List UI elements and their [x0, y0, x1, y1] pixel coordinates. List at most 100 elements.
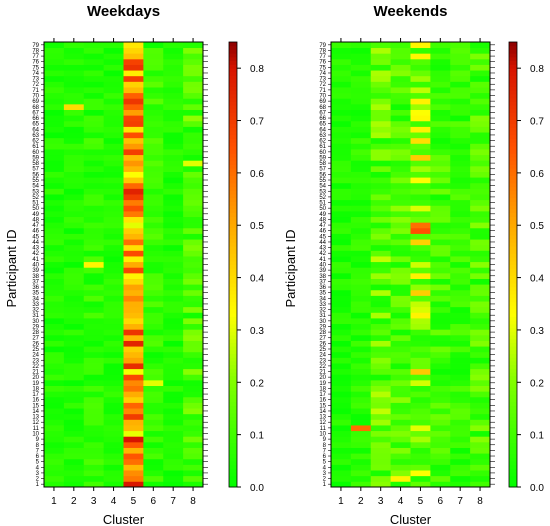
y-tick-label: 75 [319, 65, 326, 71]
colorbar-tick-label: 0.2 [530, 378, 544, 389]
colorbar-segment [229, 479, 237, 484]
heatmap-cell [143, 149, 164, 156]
heatmap-cell [44, 70, 65, 77]
heatmap-cell [390, 98, 411, 105]
heatmap-cell [331, 188, 352, 195]
heatmap-cell [370, 53, 392, 60]
heatmap-cell [44, 109, 65, 116]
heatmap-cell [450, 329, 471, 336]
y-tick-label: 66 [32, 116, 39, 122]
colorbar-segment [509, 171, 517, 176]
colorbar-segment [229, 153, 237, 158]
heatmap-cell [450, 267, 471, 274]
heatmap-cell [183, 391, 204, 398]
y-tick-label: 75 [32, 65, 39, 71]
y-tick-label: 23 [32, 358, 39, 364]
heatmap-cell [123, 289, 144, 296]
heatmap-cell [83, 103, 105, 110]
heatmap-cell [163, 47, 184, 54]
heatmap-cell [350, 81, 372, 88]
heatmap-cell [103, 103, 124, 110]
y-tick-label: 61 [32, 144, 39, 150]
heatmap-cell [183, 413, 204, 420]
heatmap-cell [430, 470, 451, 477]
heatmap-cell [103, 351, 124, 358]
heatmap-cell [410, 351, 431, 358]
heatmap-cell [183, 272, 204, 279]
heatmap-cell [331, 227, 352, 234]
heatmap-cell [390, 312, 411, 319]
heatmap-cell [83, 323, 105, 330]
heatmap-cell [470, 278, 491, 285]
x-tick-label: 3 [378, 496, 384, 507]
heatmap-cell [410, 205, 431, 212]
heatmap-cell [370, 379, 392, 386]
y-tick-label: 72 [319, 82, 326, 88]
colorbar-segment [229, 249, 237, 254]
heatmap-cell [83, 165, 105, 172]
heatmap-cell [163, 436, 184, 443]
heatmap-cell [83, 160, 105, 167]
heatmap-cell [430, 143, 451, 150]
heatmap-cell [390, 436, 411, 443]
heatmap-cell [370, 284, 392, 291]
heatmap-cell [163, 261, 184, 268]
colorbar-segment [229, 64, 237, 69]
heatmap-cell [390, 160, 411, 167]
colorbar-segment [509, 472, 517, 477]
y-tick-label: 18 [32, 386, 39, 392]
heatmap-cell [390, 323, 411, 330]
colorbar-segment [509, 409, 517, 414]
heatmap-cell [470, 165, 491, 172]
heatmap-cell [143, 250, 164, 257]
x-tick-label: 4 [398, 496, 404, 507]
heatmap-cell [370, 402, 392, 409]
heatmap-cell [390, 222, 411, 229]
heatmap-cell [123, 194, 144, 201]
heatmap-cell [370, 103, 392, 110]
heatmap-cell [44, 419, 65, 426]
heatmap-cell [63, 120, 85, 127]
heatmap-cell [450, 441, 471, 448]
heatmap-cell [450, 58, 471, 65]
heatmap-cell [183, 278, 204, 285]
heatmap-cell [350, 413, 372, 420]
heatmap-cell [63, 103, 85, 110]
heatmap-cell [410, 115, 431, 122]
heatmap-cell [331, 58, 352, 65]
heatmap-cell [183, 143, 204, 150]
heatmap-cell [430, 239, 451, 246]
heatmap-cell [470, 306, 491, 313]
heatmap-cell [370, 368, 392, 375]
heatmap-cell [183, 261, 204, 268]
heatmap-cell [63, 278, 85, 285]
heatmap-cell [470, 137, 491, 144]
heatmap-cell [470, 210, 491, 218]
heatmap-cell [390, 244, 411, 251]
heatmap-cell [163, 301, 184, 308]
heatmap-cell [143, 115, 164, 122]
heatmap-cell [103, 42, 124, 49]
y-tick-label: 2 [36, 477, 40, 483]
heatmap-cell [83, 453, 105, 460]
heatmap-cell [143, 272, 164, 279]
heatmap-cell [430, 182, 451, 189]
heatmap-cell [183, 149, 204, 156]
heatmap-cell [103, 464, 124, 471]
colorbar-segment [509, 364, 517, 369]
heatmap-cell [44, 188, 65, 195]
heatmap-cell [331, 47, 352, 54]
heatmap-cell [450, 430, 471, 437]
heatmap-cell [470, 284, 491, 291]
heatmap-cell [123, 98, 144, 105]
heatmap-cell [470, 346, 491, 353]
heatmap-cell [390, 239, 411, 246]
heatmap-cell [470, 391, 491, 398]
heatmap-cell [430, 81, 451, 88]
heatmap-cell [83, 340, 105, 347]
x-tick-label: 2 [71, 496, 77, 507]
y-tick-label: 24 [32, 353, 39, 359]
heatmap-cell [44, 143, 65, 150]
heatmap-cell [63, 363, 85, 370]
